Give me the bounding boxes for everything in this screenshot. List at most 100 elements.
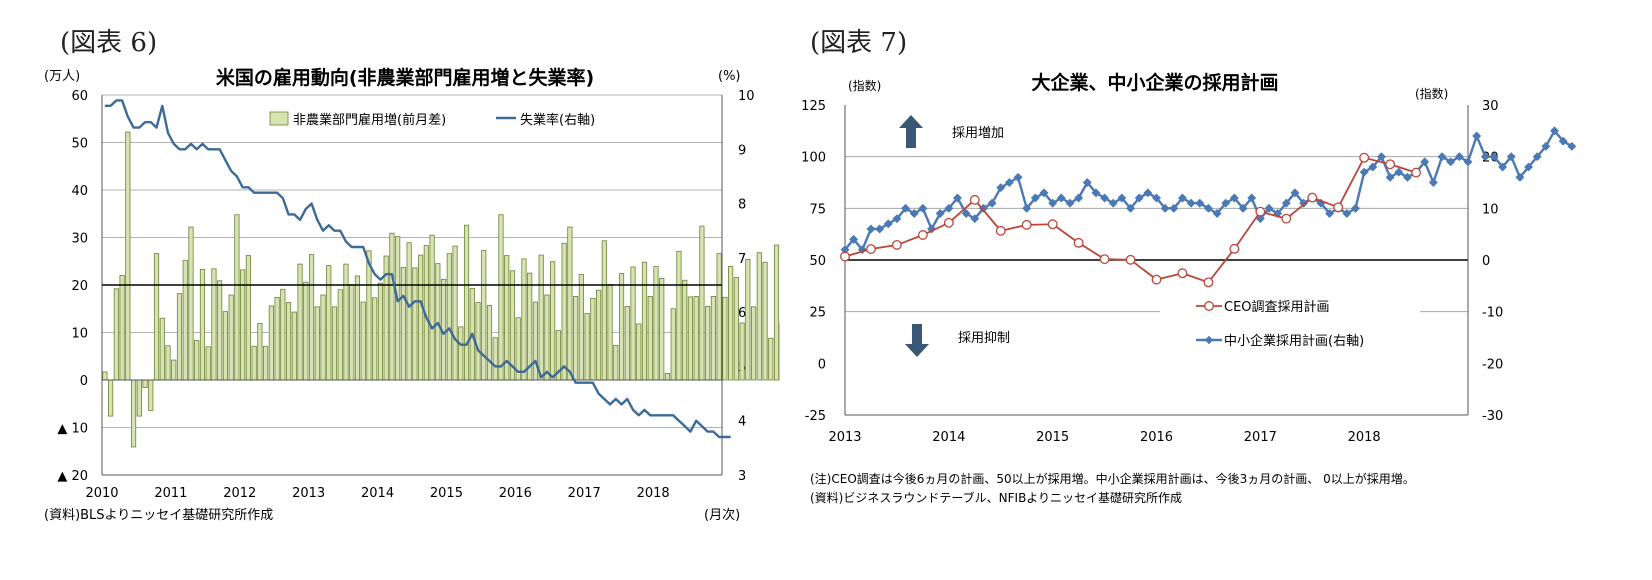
sme-point — [1463, 157, 1473, 167]
ceo-point — [1099, 254, 1110, 265]
sme-point — [1480, 152, 1490, 162]
sme-point — [1342, 208, 1352, 219]
sme-point — [1524, 162, 1534, 172]
sme-point — [1420, 157, 1430, 167]
ytick-label-left: 0 — [818, 357, 826, 372]
source-note: (資料)ビジネスラウンドテーブル、NFIBよりニッセイ基礎研究所作成 — [810, 490, 1182, 505]
xtick-label: 2017 — [568, 486, 601, 501]
ceo-point — [1177, 268, 1188, 279]
sme-point — [1359, 167, 1369, 177]
ytick-label-left: 125 — [801, 99, 826, 114]
legend-sme-marker — [1204, 335, 1214, 345]
ceo-point — [1411, 167, 1422, 178]
bar — [750, 306, 757, 381]
sme-point — [1515, 172, 1525, 182]
ytick-label-right: 8 — [738, 198, 746, 213]
sme-point — [926, 224, 937, 234]
sme-point — [1212, 208, 1222, 219]
sme-point — [1255, 214, 1265, 224]
down-annotation: 採用抑制 — [958, 331, 1010, 346]
sme-point — [1134, 193, 1144, 203]
ceo-point — [891, 239, 902, 250]
xtick-label: 2015 — [430, 486, 463, 501]
sme-point — [901, 203, 911, 213]
down-arrow-icon — [905, 324, 929, 357]
ceo-point — [840, 251, 850, 262]
sme-point — [1273, 208, 1283, 219]
sme-point — [1004, 177, 1014, 188]
ceo-point — [1021, 219, 1032, 230]
sme-point — [987, 198, 997, 208]
sme-point — [1264, 203, 1274, 213]
figure7-label: (図表 7) — [810, 28, 908, 58]
bar — [745, 258, 751, 381]
sme-point — [1091, 188, 1101, 198]
sme-point — [1549, 126, 1560, 136]
ytick-label-right: -10 — [1482, 306, 1503, 321]
ceo-point — [995, 225, 1006, 236]
figure6-label: (図表 6) — [60, 28, 158, 58]
sme-point — [1221, 198, 1231, 208]
xtick-label: 2017 — [1244, 430, 1277, 445]
xtick-label: 2013 — [292, 486, 325, 501]
ytick-label-left: 75 — [809, 202, 826, 217]
sme-point — [1472, 131, 1482, 141]
bar — [756, 252, 762, 381]
sme-point — [1048, 198, 1058, 208]
ytick-label-right: 4 — [738, 415, 746, 430]
sme-point — [1446, 157, 1456, 167]
chart-title: 大企業、中小企業の採用計画 — [1031, 71, 1278, 94]
sme-point — [1082, 177, 1092, 188]
sme-point — [883, 219, 893, 229]
sme-line — [844, 129, 1573, 251]
sme-point — [1428, 177, 1438, 188]
sme-point — [1186, 198, 1196, 208]
ylabel-right: (%) — [718, 69, 741, 84]
ytick-label-left: ▲ 20 — [57, 469, 88, 484]
legend-bar-swatch — [269, 111, 289, 126]
sme-point — [1108, 198, 1118, 208]
ceo-point — [1125, 254, 1136, 265]
sme-point — [1117, 193, 1127, 203]
ytick-label-left: 20 — [71, 279, 88, 294]
ytick-label-left: 25 — [809, 306, 826, 321]
ytick-label-right: 30 — [1482, 99, 1499, 114]
sme-point — [1376, 152, 1387, 162]
xtick-label: 2012 — [223, 486, 256, 501]
up-arrow-icon — [899, 115, 923, 148]
sme-point — [1074, 193, 1084, 203]
sme-point — [892, 214, 902, 224]
ceo-point — [943, 217, 954, 228]
ceo-point — [917, 230, 928, 240]
bar — [762, 261, 768, 381]
legend-line-label: 失業率(右軸) — [520, 112, 595, 128]
ylabel-left: (万人) — [44, 69, 80, 84]
sme-point — [935, 208, 945, 219]
ytick-label-right: -20 — [1482, 357, 1503, 372]
sme-point — [1229, 193, 1239, 203]
ceo-point — [1385, 159, 1396, 170]
sme-point — [1368, 162, 1378, 172]
sme-point — [1160, 203, 1170, 213]
ceo-point — [1151, 274, 1162, 285]
sme-point — [1169, 203, 1179, 213]
sme-point — [1281, 198, 1291, 208]
ylabel-left: (指数) — [848, 78, 881, 93]
sme-point — [1013, 172, 1023, 182]
sme-point — [909, 208, 919, 219]
bar — [773, 244, 780, 381]
sme-point — [1100, 193, 1110, 203]
sme-point — [1541, 141, 1551, 151]
xtick-label: 2018 — [1348, 430, 1381, 445]
source-note: (資料)BLSよりニッセイ基礎研究所作成 — [44, 508, 273, 523]
bar — [722, 296, 728, 381]
xtick-label: 2018 — [637, 486, 670, 501]
ceo-point — [1307, 192, 1318, 203]
legend-ceo-label: CEO調査採用計画 — [1224, 299, 1330, 315]
sme-point — [970, 214, 980, 224]
ytick-label-right: 10 — [738, 89, 755, 104]
ceo-point — [1073, 237, 1084, 248]
sme-point — [1385, 172, 1395, 182]
